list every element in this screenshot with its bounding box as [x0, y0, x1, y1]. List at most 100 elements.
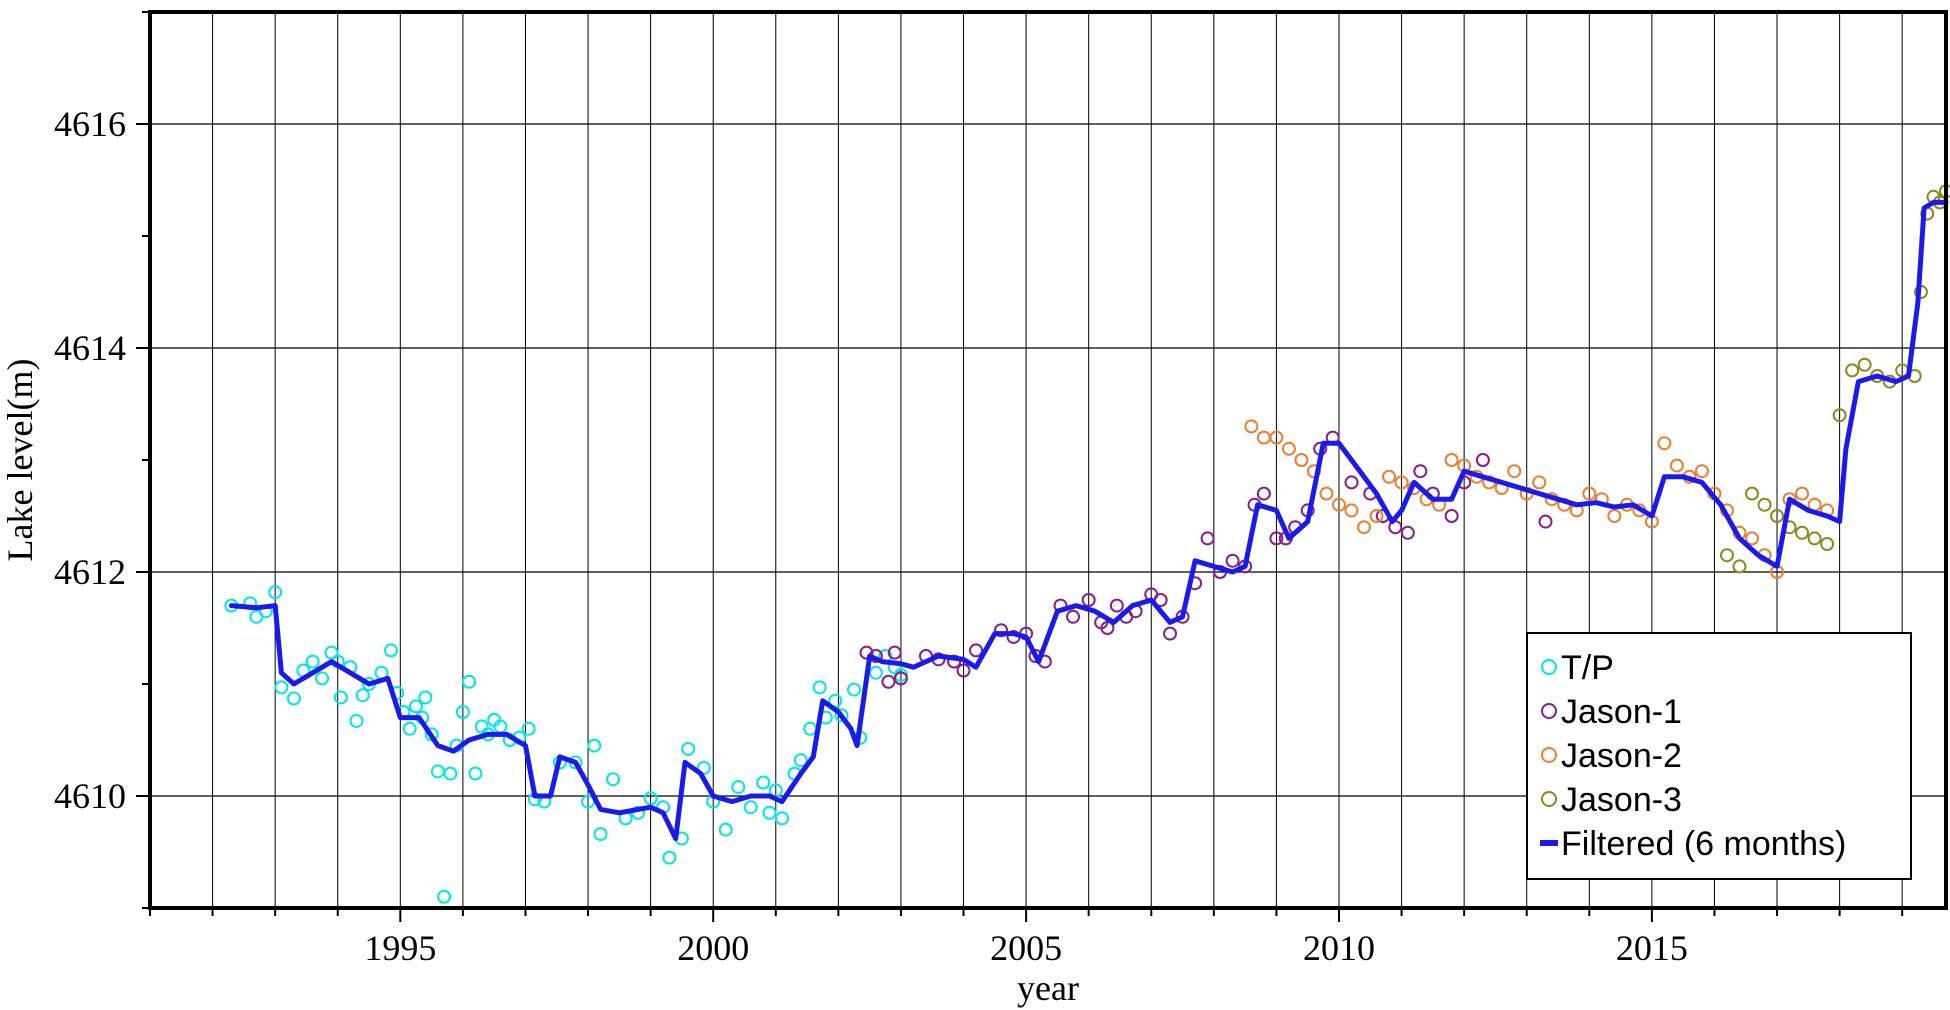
data-point [1745, 486, 1760, 501]
y-tick-label: 4612 [54, 552, 126, 592]
data-point [443, 766, 458, 781]
legend-label: Jason-2 [1561, 737, 1682, 775]
data-point [1281, 441, 1296, 456]
data-point [1400, 525, 1415, 540]
x-tick-label: 2000 [677, 928, 749, 968]
data-point [1163, 626, 1178, 641]
data-point [1319, 486, 1334, 501]
data-point [756, 775, 771, 790]
y-tick-label: 4610 [54, 776, 126, 816]
data-point [1269, 531, 1284, 546]
data-point [947, 654, 962, 669]
data-point [1694, 464, 1709, 479]
data-point [1256, 486, 1271, 501]
data-point [1269, 430, 1284, 445]
data-point [793, 753, 808, 768]
data-point [1331, 497, 1346, 512]
x-axis-title: year [1017, 968, 1079, 1008]
data-point [349, 713, 364, 728]
data-point [274, 680, 289, 695]
data-point [859, 645, 874, 660]
data-point [1795, 525, 1810, 540]
x-tick-label: 2010 [1303, 928, 1375, 968]
x-tick-label: 2015 [1616, 928, 1688, 968]
axis-ticks: 1995 2000 2005 2010 2015 4610 4612 4614 4616 [54, 11, 1904, 968]
data-point [474, 719, 489, 734]
data-point [521, 721, 536, 736]
data-point [455, 705, 470, 719]
data-point [1153, 593, 1168, 607]
legend-label: Jason-3 [1561, 781, 1682, 819]
data-point [1256, 430, 1271, 445]
data-point [1100, 621, 1115, 635]
data-point [1344, 503, 1359, 518]
series-t-p [224, 585, 908, 904]
data-point [696, 761, 711, 775]
filtered-line [228, 199, 1949, 842]
data-point [1657, 436, 1672, 451]
data-point [402, 721, 417, 736]
y-tick-label: 4614 [54, 328, 126, 368]
x-tick-label: 2005 [990, 928, 1062, 968]
data-point [1607, 509, 1622, 523]
data-point [1732, 559, 1747, 574]
data-point [762, 805, 777, 820]
data-point [1413, 464, 1428, 479]
data-point [887, 645, 902, 660]
series-jason-1 [859, 430, 1553, 689]
series-jason-3 [1719, 184, 1950, 574]
data-point [1820, 537, 1835, 551]
data-point [994, 623, 1009, 638]
data-point [731, 780, 746, 795]
data-point [268, 585, 283, 600]
y-tick-label: 4616 [54, 104, 126, 144]
data-point [437, 889, 452, 904]
data-point [593, 827, 608, 842]
data-point [333, 690, 348, 705]
data-point [1475, 453, 1490, 467]
data-point [1357, 520, 1372, 535]
data-point [1582, 486, 1597, 501]
data-point [1444, 509, 1459, 523]
data-point [1757, 497, 1772, 512]
data-point [286, 691, 301, 706]
filtered-layer [228, 199, 1949, 842]
legend: T/P Jason-1 Jason-2 Jason-3 Filtered (6 mont… [1526, 632, 1912, 880]
data-point [956, 663, 971, 678]
legend-marker [1541, 659, 1557, 675]
data-point [1109, 598, 1124, 613]
data-point [1294, 453, 1309, 467]
data-point [1244, 419, 1259, 434]
legend-label: Filtered (6 months) [1561, 825, 1846, 863]
data-point [643, 791, 658, 806]
data-point [1807, 531, 1822, 546]
data-point [1382, 469, 1397, 484]
data-point [1770, 509, 1785, 523]
data-point [1394, 475, 1409, 490]
data-point [1081, 593, 1096, 607]
data-point [1538, 514, 1553, 529]
data-point [775, 811, 790, 826]
legend-marker [1541, 747, 1557, 763]
data-point [881, 674, 896, 689]
data-point [1832, 408, 1847, 423]
data-point [468, 766, 483, 781]
legend-box [1526, 632, 1912, 880]
data-point [681, 741, 696, 756]
data-point [1444, 453, 1459, 467]
data-point [383, 643, 398, 658]
data-point [743, 800, 758, 815]
data-point [1845, 363, 1860, 378]
data-point [1669, 458, 1684, 473]
x-tick-label: 1995 [364, 928, 436, 968]
legend-label: T/P [1561, 649, 1614, 687]
data-point [305, 654, 320, 669]
data-point [662, 850, 677, 865]
data-point [893, 671, 908, 686]
data-point [1369, 509, 1384, 523]
y-axis-title: Lake level(m) [0, 359, 40, 562]
data-point [1225, 553, 1240, 568]
data-point [834, 708, 849, 723]
data-point [1719, 548, 1734, 563]
